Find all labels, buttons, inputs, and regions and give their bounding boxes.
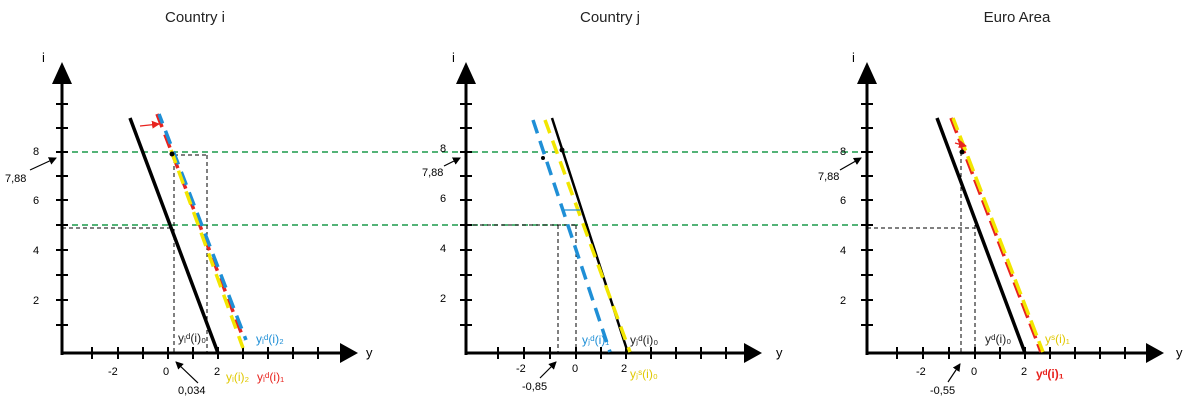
x-tick-label-0: 0 — [572, 363, 578, 375]
x-tick-label-2: 2 — [621, 363, 627, 375]
demand-curve-blue — [157, 113, 248, 341]
x-tick-label-0: 0 — [163, 366, 169, 378]
curve-label-red: yᵢᵈ(i)₁ — [257, 370, 284, 384]
rate-pointer-arrow — [29, 157, 57, 171]
shift-value-label: 0,034 — [178, 385, 206, 397]
y-axis-arrowhead — [52, 62, 72, 84]
rate-pointer-arrow — [839, 157, 862, 171]
rate-label-high: 7,88 — [422, 167, 443, 179]
y-tick-label-4: 4 — [840, 245, 846, 257]
y-tick-label-8: 8 — [33, 146, 39, 158]
x-tick-label-2: 2 — [214, 366, 220, 378]
y-tick-label-4: 4 — [33, 245, 39, 257]
panel-country-j: Country j i y 8 6 4 2 — [422, 9, 783, 393]
y-tick-label-6: 6 — [840, 195, 846, 207]
red-shift-arrow — [139, 120, 160, 129]
curve-label-black: yᵢᵈ(i)₀ — [178, 331, 206, 345]
shift-pointer-arrow — [175, 361, 199, 384]
y-tick-label-4: 4 — [440, 243, 446, 255]
y-axis-arrowhead — [857, 62, 877, 84]
y-tick-label-6: 6 — [440, 193, 446, 205]
supply-curve-yellow — [543, 119, 632, 353]
x-axis-arrowhead — [340, 343, 358, 363]
x-tick-label-minus-2: -2 — [916, 366, 926, 378]
curve-label-blue: yᵢᵈ(i)₂ — [256, 332, 284, 346]
shift-pointer-arrow — [947, 363, 961, 383]
equilibrium-point — [169, 151, 175, 157]
demand-curve-initial — [128, 117, 220, 354]
y-tick-label-2: 2 — [440, 293, 446, 305]
curve-label-black: yⱼᵈ(i)₀ — [630, 333, 658, 347]
curve-label-black: yᵈ(i)₀ — [985, 332, 1011, 346]
y-tick-label-2: 2 — [33, 295, 39, 307]
equilibrium-point — [559, 147, 565, 153]
panel-euro-area: Euro Area i y 8 6 4 2 — [818, 9, 1183, 397]
y-tick-label-8: 8 — [440, 143, 446, 155]
shift-value-label: -0,55 — [930, 385, 955, 397]
x-axis-arrowhead — [1146, 343, 1164, 363]
panel-title: Country i — [165, 9, 225, 26]
curve-label-red: yᵈ(i)₁ — [1036, 367, 1064, 381]
demand-curve-red — [155, 113, 246, 341]
rate-label-high: 7,88 — [5, 173, 26, 185]
red-shift-arrow — [954, 140, 967, 149]
panel-country-i: Country i i y 8 6 4 2 — [5, 9, 373, 397]
shift-pointer-arrow — [539, 361, 557, 379]
panel-title: Euro Area — [984, 9, 1051, 26]
y-axis-label: i — [852, 50, 855, 65]
x-tick-label-0: 0 — [971, 366, 977, 378]
curve-label-yellow: yᵢ(i)₂ — [226, 370, 250, 384]
y-tick-label-6: 6 — [33, 195, 39, 207]
x-tick-label-2: 2 — [1021, 366, 1027, 378]
demand-curve-initial — [935, 117, 1027, 354]
panel-title: Country j — [580, 9, 640, 26]
y-tick-label-2: 2 — [840, 295, 846, 307]
x-axis-label: y — [1176, 345, 1183, 360]
supply-curve-yellow — [951, 117, 1045, 353]
x-axis-label: y — [366, 345, 373, 360]
x-tick-label-minus-2: -2 — [516, 363, 526, 375]
shift-value-label: -0,85 — [522, 381, 547, 393]
y-tick-label-8: 8 — [840, 146, 846, 158]
y-axis-label: i — [42, 50, 45, 65]
x-axis-arrowhead — [744, 343, 762, 363]
curve-label-blue: yⱼᵈ(i)₁ — [582, 333, 609, 347]
curve-label-yellow: yˢ(i)₁ — [1045, 332, 1070, 346]
demand-curve-blue — [531, 119, 612, 353]
supply-curve-yellow — [169, 149, 245, 349]
y-axis-arrowhead — [456, 62, 476, 84]
equilibrium-point — [959, 149, 965, 155]
x-tick-label-minus-2: -2 — [108, 366, 118, 378]
demand-curve-red — [949, 117, 1043, 353]
y-axis-label: i — [452, 50, 455, 65]
curve-label-yellow: yⱼˢ(i)₀ — [630, 367, 658, 381]
rate-pointer-arrow — [443, 157, 461, 167]
equilibrium-point — [541, 156, 545, 160]
rate-label-high: 7,88 — [818, 171, 839, 183]
x-axis-label: y — [776, 345, 783, 360]
